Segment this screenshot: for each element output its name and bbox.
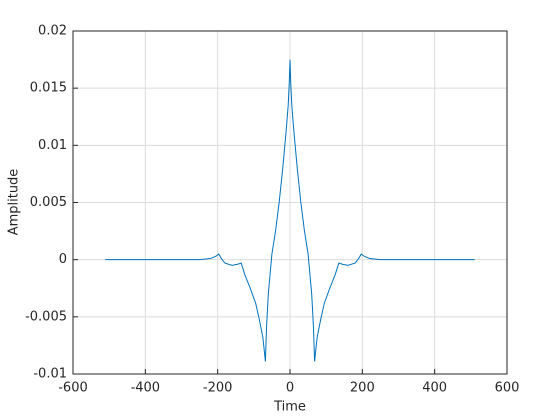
y-tick-label: 0.01: [38, 138, 67, 153]
x-tick-label: 200: [350, 381, 375, 396]
y-tick-label: 0: [59, 252, 67, 267]
y-tick-label: 0.015: [30, 81, 67, 96]
plot-frame: [72, 30, 508, 375]
y-tick-label: 0.02: [38, 24, 67, 39]
x-tick-label: -600: [58, 381, 88, 396]
y-axis-label: Amplitude: [7, 169, 22, 236]
x-tick-label: -200: [203, 381, 233, 396]
y-tick-label: -0.01: [33, 367, 67, 382]
x-tick-label: -400: [131, 381, 161, 396]
y-tick-label: 0.005: [30, 195, 67, 210]
x-axis-label: Time: [273, 400, 306, 415]
x-tick-label: 0: [286, 381, 294, 396]
y-tick-label: -0.005: [25, 309, 67, 324]
x-tick-label: 600: [495, 381, 520, 396]
data-line: [105, 59, 475, 362]
x-tick-label: 400: [422, 381, 447, 396]
